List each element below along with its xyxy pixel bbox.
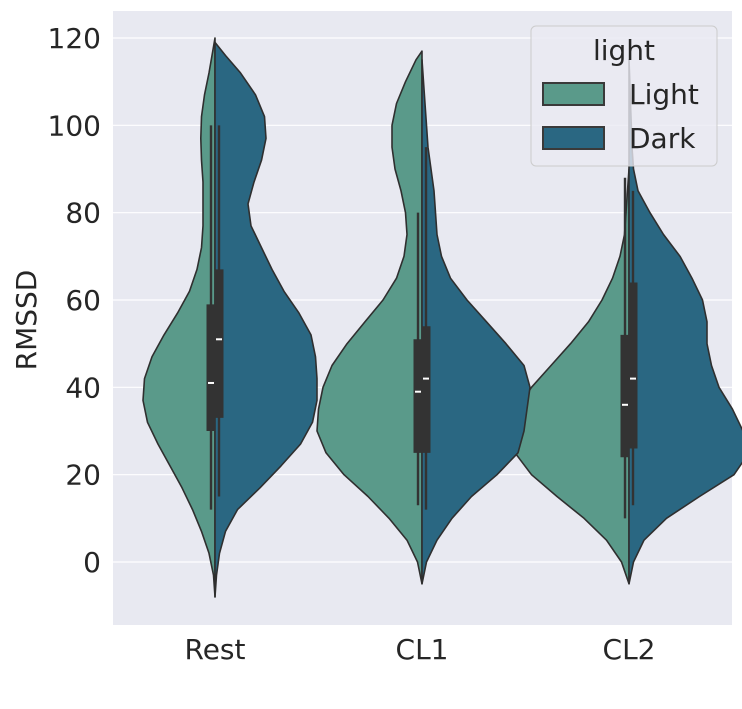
y-tick-label: 20 xyxy=(65,459,101,492)
x-tick-label: CL2 xyxy=(603,633,656,666)
y-tick-label: 0 xyxy=(83,546,101,579)
x-axis-ticks: Rest CL1 CL2 xyxy=(185,633,656,666)
y-tick-label: 120 xyxy=(48,22,101,55)
legend-label-light: Light xyxy=(629,78,699,111)
violins xyxy=(142,37,742,598)
y-tick-label: 40 xyxy=(65,371,101,404)
violin-light-rest xyxy=(142,37,216,598)
violin-light-cl1 xyxy=(316,50,423,585)
legend-label-dark: Dark xyxy=(629,122,696,155)
violin-dark-cl1 xyxy=(421,59,531,585)
y-axis-label: RMSSD xyxy=(10,270,43,371)
y-tick-label: 100 xyxy=(48,109,101,142)
legend-title: light xyxy=(593,34,655,67)
legend-swatch-light xyxy=(542,82,605,106)
x-tick-label: CL1 xyxy=(396,633,449,666)
x-tick-label: Rest xyxy=(185,633,246,666)
y-tick-label: 60 xyxy=(65,284,101,317)
legend-swatch-dark xyxy=(542,126,605,150)
y-axis-ticks: 0 20 40 60 80 100 120 xyxy=(48,22,101,579)
y-tick-label: 80 xyxy=(65,197,101,230)
legend: light Light Dark xyxy=(530,25,718,167)
violin-dark-rest xyxy=(214,41,318,598)
